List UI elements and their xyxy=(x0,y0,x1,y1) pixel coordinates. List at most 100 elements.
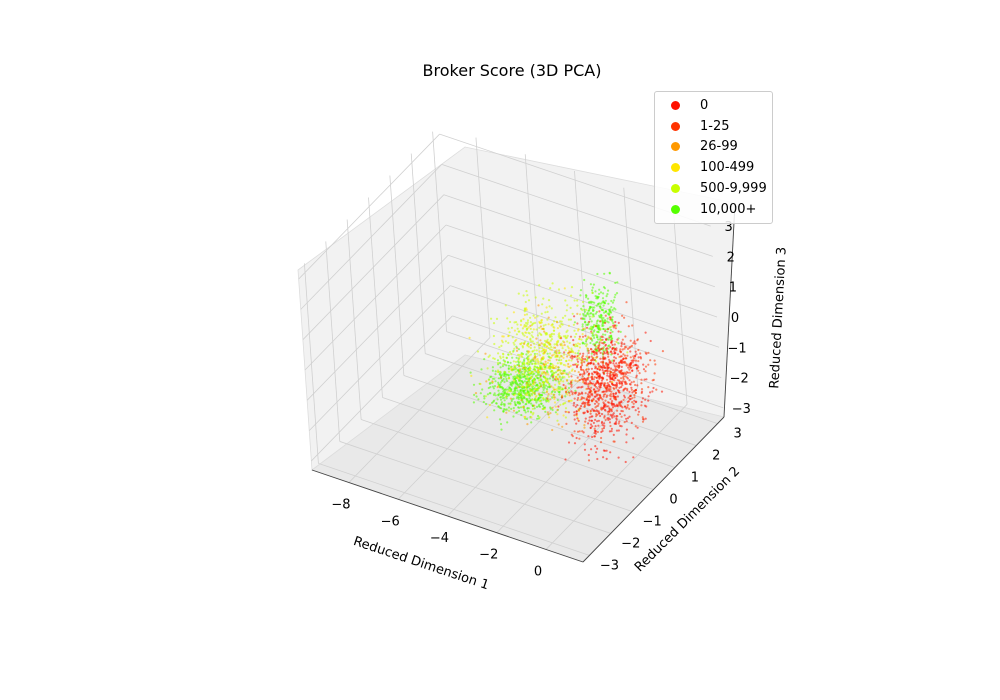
data-point xyxy=(626,377,629,380)
data-point xyxy=(588,320,591,323)
data-point xyxy=(556,413,559,416)
data-point xyxy=(540,350,544,353)
data-point xyxy=(507,367,510,371)
data-point xyxy=(576,404,579,407)
data-point xyxy=(511,350,515,353)
data-point xyxy=(538,320,541,324)
data-point xyxy=(632,456,635,459)
data-point xyxy=(493,385,497,388)
data-point xyxy=(583,424,586,427)
data-point xyxy=(517,292,520,295)
data-point xyxy=(565,309,568,312)
legend-item: 100-499 xyxy=(655,157,772,178)
data-point xyxy=(507,341,510,344)
data-point xyxy=(536,373,539,377)
data-point xyxy=(525,324,528,328)
data-point xyxy=(570,375,573,378)
data-point xyxy=(493,409,496,412)
data-point xyxy=(564,395,567,398)
data-point xyxy=(632,359,636,362)
data-point xyxy=(525,375,528,378)
data-point xyxy=(596,410,599,413)
data-point xyxy=(574,345,577,348)
data-point xyxy=(611,308,614,311)
data-point xyxy=(560,337,563,340)
data-point xyxy=(634,350,637,353)
data-point xyxy=(602,292,605,295)
data-point xyxy=(579,407,582,410)
data-point xyxy=(618,379,621,382)
data-point xyxy=(520,391,523,394)
data-point xyxy=(557,405,560,408)
data-point xyxy=(537,360,540,363)
data-point xyxy=(530,334,533,337)
data-point xyxy=(619,360,622,363)
data-point xyxy=(627,366,630,369)
data-point xyxy=(629,383,632,386)
data-point xyxy=(539,360,542,363)
data-point xyxy=(564,410,567,413)
data-point xyxy=(520,394,523,397)
data-point xyxy=(554,405,558,408)
data-point xyxy=(556,409,559,412)
data-point xyxy=(636,426,639,429)
data-point xyxy=(628,346,631,349)
data-point xyxy=(497,361,500,365)
data-point xyxy=(584,358,587,361)
legend-marker xyxy=(671,163,680,173)
data-point xyxy=(603,370,606,373)
data-point xyxy=(609,361,613,364)
data-point xyxy=(595,304,598,307)
data-point xyxy=(609,350,612,354)
data-point xyxy=(561,394,564,397)
data-point xyxy=(607,289,610,292)
data-point xyxy=(492,322,496,325)
data-point xyxy=(560,323,563,326)
data-point xyxy=(558,390,561,393)
data-point xyxy=(476,350,480,353)
grid-line xyxy=(382,397,654,490)
data-point xyxy=(597,402,600,405)
data-point xyxy=(617,342,620,345)
data-point xyxy=(571,312,574,315)
data-point xyxy=(553,320,556,323)
data-point xyxy=(511,380,514,383)
data-point xyxy=(620,365,623,368)
data-point xyxy=(568,353,571,357)
data-point xyxy=(588,336,591,339)
data-point xyxy=(510,326,513,329)
data-point xyxy=(613,343,617,346)
data-point xyxy=(535,370,538,373)
data-point xyxy=(604,409,607,412)
data-point xyxy=(553,378,557,381)
data-point xyxy=(617,389,620,392)
data-point xyxy=(597,345,600,348)
data-point xyxy=(628,371,632,374)
data-point xyxy=(549,342,552,345)
data-point xyxy=(522,406,525,409)
data-point xyxy=(608,409,611,412)
data-point xyxy=(492,334,495,338)
data-point xyxy=(571,357,574,360)
data-point xyxy=(525,400,529,403)
data-point xyxy=(600,408,603,411)
data-point xyxy=(540,357,543,360)
data-point xyxy=(548,377,552,380)
data-point xyxy=(577,349,580,352)
data-point xyxy=(544,311,547,314)
data-point xyxy=(602,372,606,376)
data-point xyxy=(505,379,508,382)
data-point xyxy=(560,355,563,358)
data-point xyxy=(537,392,540,395)
data-point xyxy=(514,360,518,363)
y-tick-label: 0 xyxy=(669,493,677,508)
data-point xyxy=(601,297,605,300)
data-point xyxy=(496,359,500,362)
data-point xyxy=(594,429,597,433)
data-point xyxy=(637,413,640,416)
data-point xyxy=(505,364,508,367)
data-point xyxy=(567,441,571,444)
data-point xyxy=(625,433,628,436)
data-point xyxy=(600,361,603,364)
data-point xyxy=(564,364,567,367)
